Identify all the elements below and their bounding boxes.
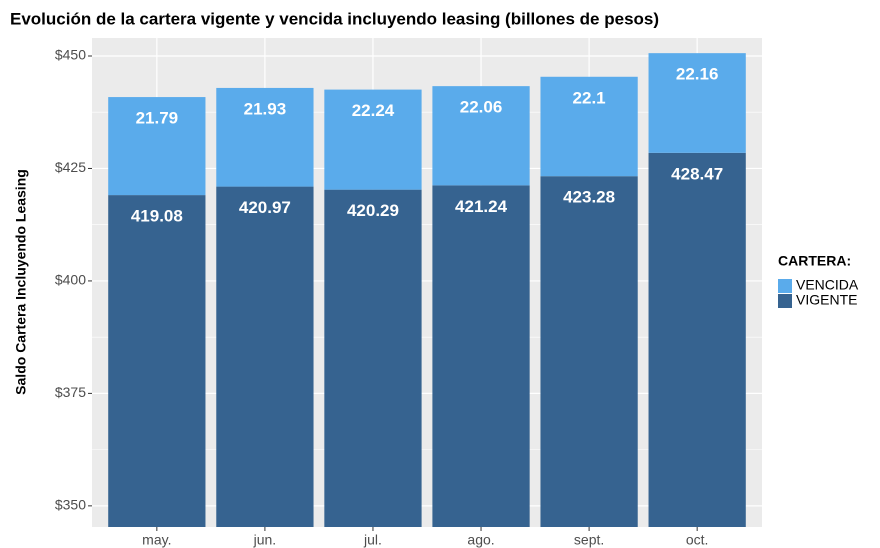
x-tick-label: jun. bbox=[253, 532, 277, 548]
data-label: 420.97 bbox=[239, 198, 291, 217]
bar-segment bbox=[432, 185, 530, 527]
data-label: 22.1 bbox=[573, 88, 606, 107]
bar-segment bbox=[648, 53, 746, 153]
data-label: 22.24 bbox=[352, 101, 395, 120]
y-tick-label: $425 bbox=[55, 159, 86, 175]
data-label: 421.24 bbox=[455, 197, 508, 216]
data-label: 419.08 bbox=[131, 207, 183, 226]
x-tick-label: sept. bbox=[574, 532, 604, 548]
x-tick-label: oct. bbox=[686, 532, 709, 548]
legend-key bbox=[778, 294, 792, 308]
data-label: 423.28 bbox=[563, 188, 615, 207]
data-label: 22.06 bbox=[460, 98, 503, 117]
y-tick-label: $450 bbox=[55, 47, 86, 63]
legend-key bbox=[778, 279, 792, 293]
y-tick-label: $375 bbox=[55, 384, 86, 400]
bar-segment bbox=[216, 186, 314, 527]
legend-label: VIGENTE bbox=[796, 292, 857, 308]
bar-segment bbox=[216, 87, 314, 187]
bar-segment bbox=[540, 76, 638, 177]
data-label: 21.93 bbox=[244, 99, 287, 118]
data-label: 22.16 bbox=[676, 65, 719, 84]
data-label: 428.47 bbox=[671, 164, 723, 183]
bar-segment bbox=[432, 86, 530, 186]
data-label: 21.79 bbox=[136, 109, 179, 128]
bar-segment bbox=[324, 189, 422, 527]
chart-title: Evolución de la cartera vigente y vencid… bbox=[10, 9, 659, 28]
bars bbox=[108, 53, 746, 527]
x-tick-label: may. bbox=[142, 532, 171, 548]
y-tick-label: $400 bbox=[55, 272, 86, 288]
data-label: 420.29 bbox=[347, 201, 399, 220]
x-tick-label: ago. bbox=[467, 532, 494, 548]
bar-segment bbox=[540, 176, 638, 527]
legend-title: CARTERA: bbox=[778, 253, 851, 269]
y-axis-title: Saldo Cartera Incluyendo Leasing bbox=[13, 169, 29, 395]
x-tick-label: jul. bbox=[363, 532, 382, 548]
y-tick-label: $350 bbox=[55, 497, 86, 513]
bar-segment bbox=[324, 89, 422, 190]
bar-segment bbox=[108, 195, 206, 527]
bar-segment bbox=[648, 152, 746, 527]
legend-label: VENCIDA bbox=[796, 277, 859, 293]
bar-segment bbox=[108, 97, 206, 196]
